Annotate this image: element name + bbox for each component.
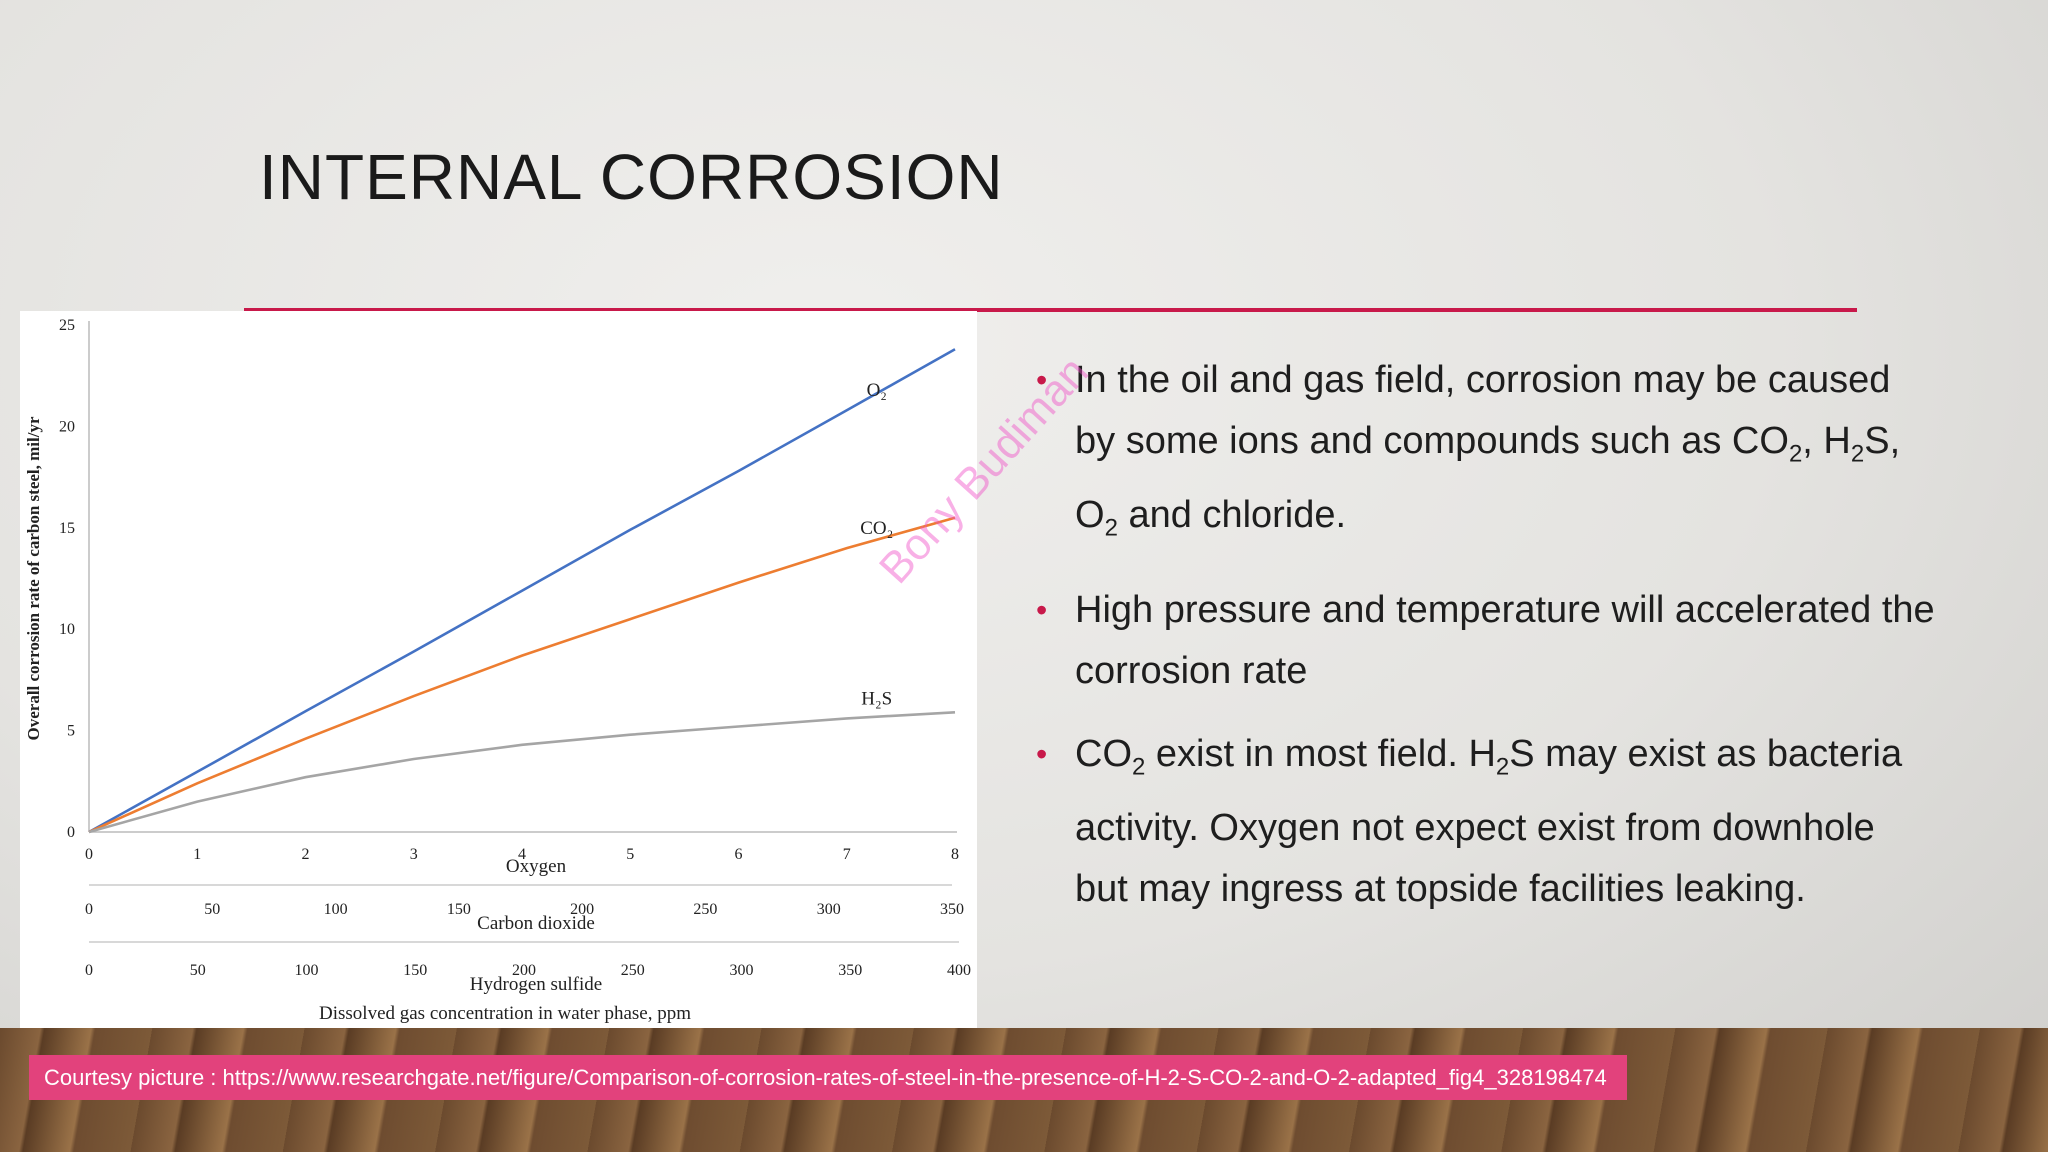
x-tick-label: 3 [410, 846, 418, 863]
courtesy-caption: Courtesy picture : https://www.researchg… [29, 1055, 1627, 1100]
x-tick-label: 6 [735, 846, 743, 863]
y-tick-label: 10 [59, 621, 75, 638]
chart-image: 0 5 10 15 20 25 Overall corrosion rate of carb… [20, 311, 977, 1028]
x-tick-label: 250 [621, 962, 645, 979]
x-tick-label: 8 [951, 846, 959, 863]
bullet-text: S, O [1075, 420, 1901, 536]
series-label: H₂S [861, 688, 892, 709]
x-axis-label: Carbon dioxide [477, 913, 595, 934]
bullet-text: exist in most field. H [1145, 733, 1496, 776]
x-tick-label: 100 [324, 901, 348, 918]
bullet-text: S may exist as bacteria activity. Oxygen… [1075, 733, 1903, 910]
bullet-text: In the oil and gas field, corrosion may … [1075, 359, 1891, 462]
x-tick-label: 7 [843, 846, 851, 863]
x-tick-label: 50 [190, 962, 206, 979]
bullet-list: In the oil and gas field, corrosion may … [1036, 350, 1936, 942]
x-axis-label: Oxygen [506, 856, 567, 877]
x-axis-label: Hydrogen sulfide [470, 974, 602, 995]
x-tick-label: 5 [626, 846, 634, 863]
subscript: 2 [1788, 440, 1803, 468]
subscript: 2 [1104, 514, 1118, 542]
bullet-text: High pressure and temperature will accel… [1075, 589, 1935, 693]
bullet: CO2 exist in most field. H2S may exist a… [1036, 724, 1936, 920]
x-tick-label: 4 [518, 846, 526, 863]
x-tick-label: 2 [302, 846, 310, 863]
series-label: O₂ [867, 380, 887, 401]
subscript: 2 [1132, 753, 1146, 781]
subscript: 2 [1850, 440, 1865, 468]
x-tick-label: 350 [838, 962, 862, 979]
y-tick-label: 20 [59, 418, 75, 435]
y-tick-label: 5 [67, 723, 75, 740]
bullet: High pressure and temperature will accel… [1036, 580, 1936, 702]
y-axis-label: Overall corrosion rate of carbon steel, … [24, 416, 43, 740]
slide-title: INTERNAL CORROSION [259, 141, 1004, 213]
series-line [88, 516, 956, 834]
series-line [88, 711, 956, 834]
bullet-text: and chloride. [1117, 493, 1347, 536]
x-tick-label: 0 [85, 901, 93, 918]
x-tick-label: 50 [204, 901, 220, 918]
title-rule [244, 308, 1857, 312]
bullet: In the oil and gas field, corrosion may … [1036, 350, 1936, 558]
x-axis-title: Dissolved gas concentration in water pha… [319, 1003, 691, 1024]
x-tick-label: 1 [193, 846, 201, 863]
x-tick-label: 300 [730, 962, 754, 979]
y-tick-label: 15 [59, 520, 75, 537]
subscript: 2 [1495, 753, 1510, 781]
x-tick-label: 250 [693, 901, 717, 918]
x-tick-label: 200 [512, 962, 536, 979]
x-tick-label: 0 [85, 962, 93, 979]
y-tick-label: 0 [67, 824, 75, 841]
x-tick-label: 400 [947, 962, 971, 979]
x-tick-label: 100 [295, 962, 319, 979]
x-tick-label: 300 [817, 901, 841, 918]
y-tick-label: 25 [59, 317, 75, 334]
x-tick-label: 0 [85, 846, 93, 863]
series-label: CO₂ [860, 518, 893, 539]
x-tick-label: 150 [447, 901, 471, 918]
x-tick-label: 200 [570, 901, 594, 918]
x-tick-label: 150 [403, 962, 427, 979]
x-tick-label: 350 [940, 901, 964, 918]
bullet-text: , H [1802, 420, 1851, 462]
series-line [88, 348, 956, 834]
bullet-text: CO [1075, 733, 1132, 776]
